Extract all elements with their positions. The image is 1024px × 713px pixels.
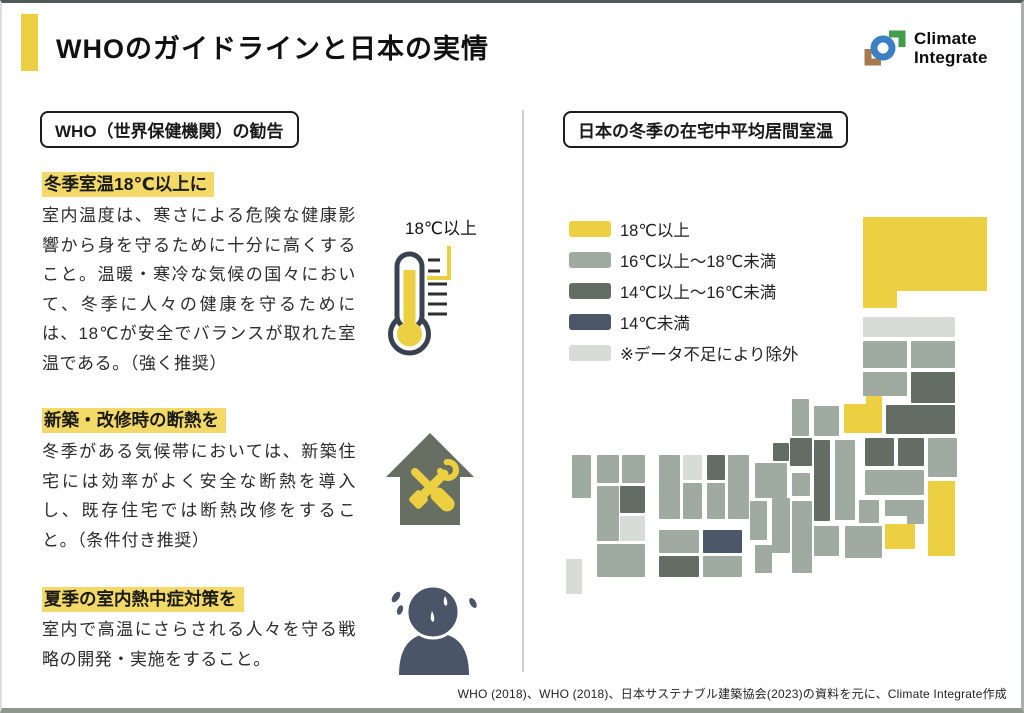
map-tile-kyoto (755, 463, 787, 498)
section-2-body: 冬季がある気候帯においては、新築住宅には効率がよく安全な断熱を導入し、既存住宅で… (42, 442, 356, 550)
map-tile-aichi (814, 526, 839, 556)
legend-row-excluded: ※データ不足により除外 (569, 345, 799, 364)
map-tile-nagasaki (572, 455, 591, 498)
logo-text: Climate Integrate (914, 29, 988, 67)
house-tools-icon (386, 433, 474, 525)
map-tile-ishikawa (792, 399, 809, 436)
section-1-body: 室内温度は、寒さによる危険な健康影響から身を守るために十分に高くすること。温暖・… (42, 206, 356, 373)
map-tile-fukui (792, 473, 810, 496)
section-3-heading: 夏季の室内熱中症対策を (42, 586, 244, 612)
legend-swatch-excluded (569, 345, 611, 361)
legend-row-18plus: 18℃以上 (569, 221, 799, 240)
brown-corner-icon (864, 49, 881, 66)
thermometer-threshold-label: 18℃以上 (405, 219, 478, 238)
footer-credit: WHO (2018)、WHO (2018)、日本サステナブル建築協会(2023)… (457, 687, 1007, 701)
map-tile-kagoshima (597, 544, 645, 577)
legend-swatch-16to18 (569, 252, 611, 268)
map-tile-tokyo (885, 500, 924, 516)
page-title: WHOのガイドラインと日本の実情 (56, 34, 489, 64)
logo-line1: Climate (914, 29, 977, 48)
map-tile-kanagawa (885, 524, 915, 549)
map-tile-nagano (814, 440, 830, 521)
map-tile-hokkaido (863, 217, 987, 291)
map-tile-shiga (790, 438, 812, 466)
map-tile-iwate (911, 341, 955, 368)
legend-swatch-below14 (569, 314, 611, 330)
map-tile-fukuoka (622, 455, 645, 483)
map-legend: 18℃以上 16℃以上〜18℃未満 14℃以上〜16℃未満 14℃未満 ※データ… (569, 221, 799, 364)
map-tile-chiba (928, 481, 955, 556)
map-tile-tochigi (898, 438, 924, 466)
map-tile-mie (792, 501, 812, 573)
japan-header-box: 日本の冬季の在宅中平均居間室温 (563, 111, 848, 148)
map-tile-hiroshima (683, 483, 702, 519)
map-tile-niigata (866, 396, 882, 405)
map-tile-kagawa (703, 530, 742, 553)
thermometer-icon (388, 246, 451, 356)
legend-row-16to18: 16℃以上〜18℃未満 (569, 252, 799, 271)
map-tile-okinawa (566, 559, 582, 594)
map-tile-shimane (683, 455, 702, 480)
map-tile-tokyo (907, 516, 924, 524)
map-tile-fukushima (886, 405, 955, 434)
map-tile-shizuoka (845, 526, 882, 558)
title-accent-bar (21, 14, 38, 71)
sweating-person-icon (391, 584, 477, 675)
map-tile-yamaguchi (659, 455, 680, 519)
climate-integrate-logo-icon (864, 30, 906, 66)
map-tile-aomori (863, 317, 955, 337)
map-tile-yamagata (863, 372, 907, 396)
map-tile-akita (863, 341, 907, 368)
climate-integrate-logo: Climate Integrate (862, 25, 988, 71)
map-tile-toyama (814, 406, 839, 436)
map-tile-wakayama (755, 545, 772, 573)
column-divider (522, 110, 524, 672)
legend-row-below14: 14℃未満 (569, 314, 799, 333)
map-tile-hokkaido (863, 289, 897, 308)
map-tile-gifu (835, 440, 855, 520)
map-tile-tottori (707, 455, 725, 480)
who-header-box: WHO（世界保健機関）の勧告 (40, 111, 299, 148)
map-tile-miyagi (911, 372, 955, 403)
section-1-heading: 冬季室温18℃以上に (42, 171, 215, 197)
map-tile-shiga (773, 443, 789, 461)
map-tile-ehime (659, 530, 699, 553)
japan-tile-map (557, 198, 999, 600)
map-tile-kumamoto (597, 486, 619, 541)
section-3-body: 室内で高温にさらされる人々を守る戦略の開発・実施をすること。 (42, 620, 356, 669)
legend-swatch-14to16 (569, 283, 611, 299)
map-tile-oita (620, 486, 645, 513)
blue-ring-icon (870, 35, 896, 61)
map-tile-tokushima (703, 556, 742, 577)
map-tile-saitama (865, 470, 924, 495)
map-tile-saga (597, 455, 619, 483)
legend-swatch-18plus (569, 221, 611, 237)
map-tile-nara (772, 498, 790, 553)
map-tile-kochi (659, 556, 699, 577)
map-tile-yamanashi (859, 500, 879, 523)
green-corner-icon (889, 30, 906, 47)
map-tile-osaka (750, 501, 767, 540)
legend-row-14to16: 14℃以上〜16℃未満 (569, 283, 799, 302)
map-tile-niigata (844, 404, 882, 433)
logo-line2: Integrate (914, 48, 988, 67)
map-tile-gunma (865, 438, 894, 466)
map-tile-okayama (707, 483, 725, 519)
map-tile-ibaraki (928, 438, 957, 477)
map-tile-hyogo (728, 455, 749, 519)
section-2-heading: 新築・改修時の断熱を (42, 407, 226, 433)
map-tile-miyazaki (620, 516, 645, 541)
